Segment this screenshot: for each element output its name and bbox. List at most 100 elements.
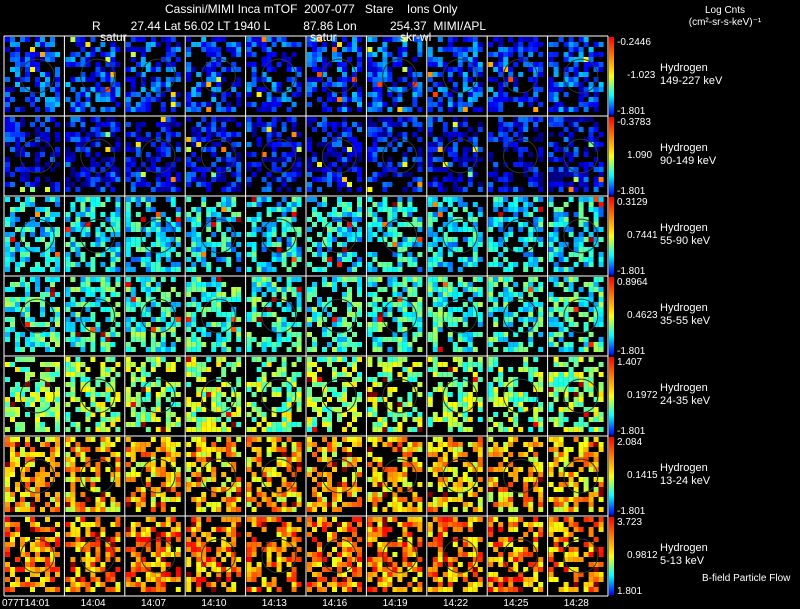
planet-outline — [19, 538, 55, 574]
colorbar-max-label: 0.3129 — [617, 197, 648, 208]
heatmap-panel — [246, 197, 302, 272]
heatmap-panel — [548, 437, 604, 512]
planet-outline — [140, 58, 176, 94]
heatmap-panel — [488, 357, 544, 432]
planet-outline — [321, 218, 357, 254]
heatmap-panel — [488, 277, 544, 352]
energy-range: 35-55 keV — [660, 315, 711, 327]
heatmap-panel — [548, 357, 604, 432]
x-tick-label: 14:19 — [382, 598, 408, 609]
energy-range: 5-13 keV — [660, 555, 705, 567]
planet-outline — [563, 218, 599, 254]
bfield-legend-note: B-field Particle Flow — [702, 573, 791, 584]
colorbar — [609, 517, 614, 595]
heatmap-panel — [186, 117, 242, 192]
heatmap-panel — [186, 517, 242, 592]
planet-outline — [261, 298, 297, 334]
heatmap-panel — [367, 437, 423, 512]
planet-outline — [140, 298, 176, 334]
colorbar-max-label: 3.723 — [617, 517, 643, 528]
heatmap-panel — [186, 437, 242, 512]
planet-outline — [382, 218, 418, 254]
colorbar — [609, 437, 614, 515]
heatmap-panel — [488, 517, 544, 592]
heatmap-panel — [367, 357, 423, 432]
planet-outline — [321, 378, 357, 414]
heatmap-panel — [125, 517, 181, 592]
heatmap-panel — [427, 437, 483, 512]
energy-range: 55-90 keV — [660, 235, 711, 247]
colorbar-title: Log Cnts — [704, 5, 746, 16]
heatmap-panel — [307, 37, 362, 112]
colorbar — [609, 277, 614, 355]
planet-outline — [80, 58, 116, 94]
heatmap-panel — [488, 37, 544, 112]
row-species-label: Hydrogen 5-13 keV — [660, 542, 708, 568]
planet-outline — [80, 218, 116, 254]
species-name: Hydrogen — [660, 142, 708, 154]
planet-outline — [442, 218, 478, 254]
heatmap-panel — [367, 117, 423, 192]
heatmap-panel — [307, 517, 362, 592]
planet-outline — [261, 58, 297, 94]
heatmap-panel — [65, 437, 121, 512]
x-tick-label: 14:13 — [261, 598, 287, 609]
heatmap-panel — [367, 277, 423, 352]
row-species-label: Hydrogen 90-149 keV — [660, 142, 716, 168]
planet-outline — [321, 138, 357, 174]
planet-outline — [80, 138, 116, 174]
planet-outline — [382, 458, 418, 494]
planet-outline — [563, 138, 599, 174]
energy-range: 149-227 keV — [660, 75, 723, 87]
heatmap-panel — [427, 197, 483, 272]
planet-outline — [382, 378, 418, 414]
heatmap-panel — [125, 357, 181, 432]
colorbar-max-label: -0.3783 — [617, 117, 651, 128]
heatmap-panel — [246, 437, 302, 512]
heatmap-panel — [246, 357, 302, 432]
colorbar-mid-label: 1.090 — [627, 150, 653, 161]
colorbar-mid-label: 0.1415 — [627, 470, 658, 481]
x-tick-label: 14:25 — [503, 598, 529, 609]
heatmap-panel — [65, 197, 121, 272]
planet-outline — [19, 138, 55, 174]
heatmap-panel — [5, 37, 60, 112]
heatmap-panel — [307, 117, 362, 192]
heatmap-panel — [488, 117, 544, 192]
planet-outline — [321, 298, 357, 334]
planet-outline — [563, 458, 599, 494]
heatmap-panel — [246, 117, 302, 192]
heatmap-panel — [5, 357, 60, 432]
heatmap-panel — [246, 37, 302, 112]
planet-outline — [442, 538, 478, 574]
heatmap-panel — [125, 37, 181, 112]
row-species-label: Hydrogen 35-55 keV — [660, 302, 710, 328]
planet-outline — [563, 538, 599, 574]
colorbar-max-label: 2.084 — [617, 437, 643, 448]
colorbar-min-label: -1.801 — [617, 266, 646, 277]
species-name: Hydrogen — [660, 302, 708, 314]
planet-outline — [503, 138, 538, 174]
heatmap-panel — [367, 37, 423, 112]
heatmap-panel — [186, 197, 242, 272]
planet-outline — [201, 298, 236, 334]
planet-outline — [382, 138, 418, 174]
planet-outline — [80, 458, 116, 494]
heatmap-panel — [186, 357, 242, 432]
planet-outline — [563, 58, 599, 94]
heatmap-panel — [427, 117, 483, 192]
colorbar — [609, 117, 614, 195]
planet-outline — [261, 218, 297, 254]
colorbar-max-label: 1.407 — [617, 357, 643, 368]
planet-outline — [140, 218, 176, 254]
planet-outline — [321, 458, 357, 494]
planet-outline — [80, 298, 116, 334]
heatmap-panel — [125, 117, 181, 192]
heatmap-panel — [427, 277, 483, 352]
planet-outline — [19, 58, 55, 94]
heatmap-panel — [65, 277, 121, 352]
colorbar-mid-label: 0.7441 — [627, 230, 658, 241]
species-name: Hydrogen — [660, 62, 708, 74]
energy-range: 90-149 keV — [660, 155, 717, 167]
